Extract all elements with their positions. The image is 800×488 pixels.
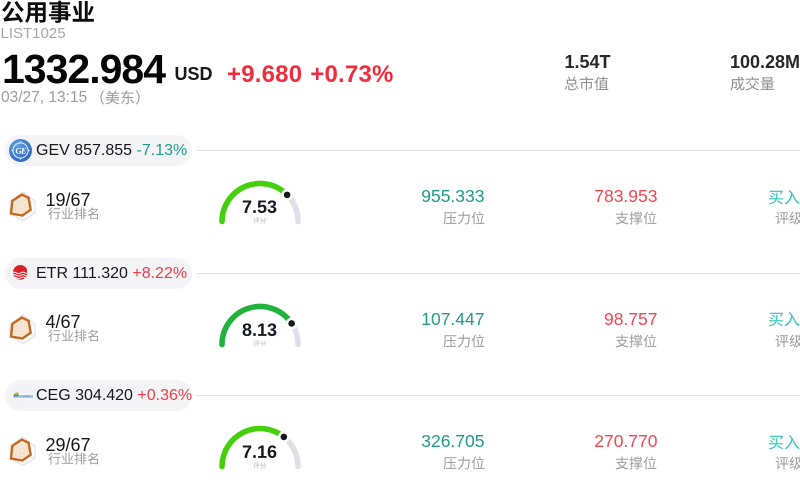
svg-text:Constellation: Constellation (13, 394, 32, 398)
